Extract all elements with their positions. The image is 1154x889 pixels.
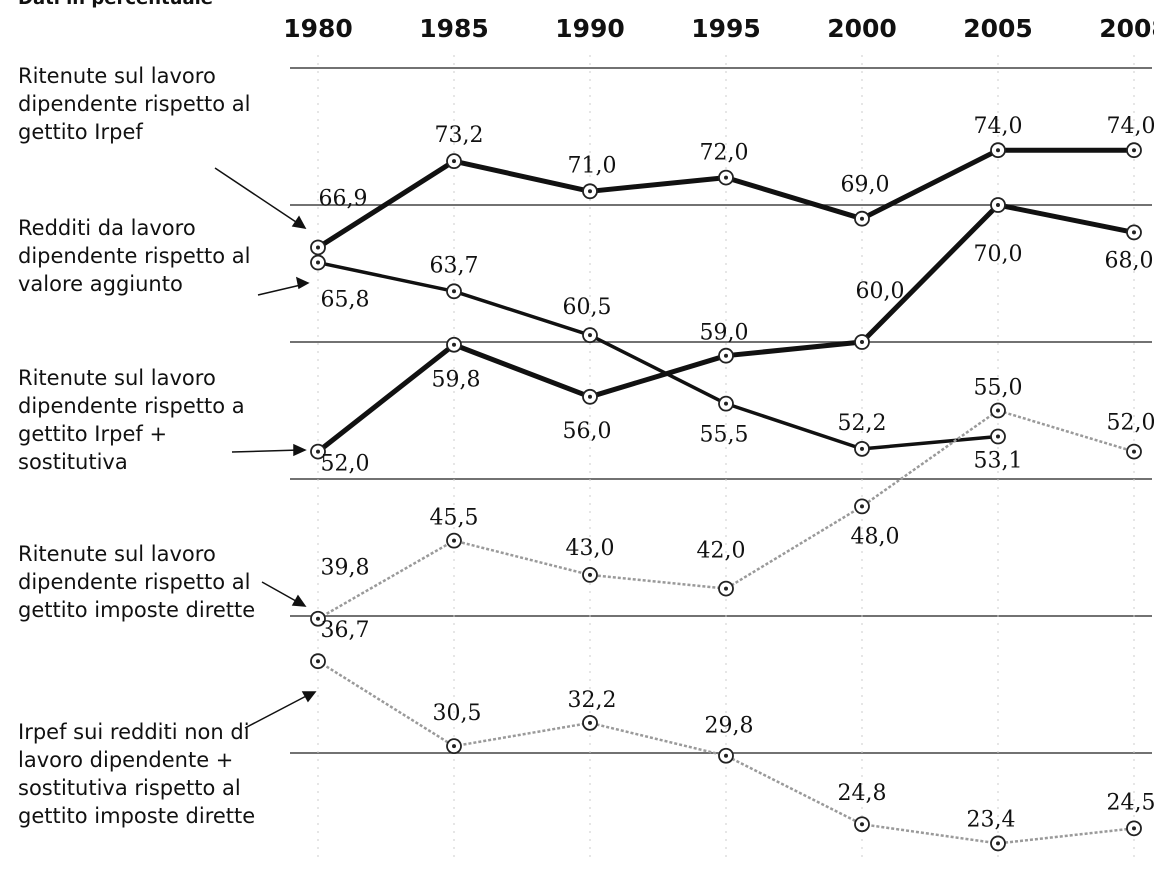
point-dot xyxy=(724,586,728,591)
point-dot xyxy=(860,504,864,509)
value-label: 45,5 xyxy=(430,506,479,531)
value-label: 48,0 xyxy=(851,524,900,549)
point-dot xyxy=(588,333,592,338)
point-dot xyxy=(724,753,728,758)
value-label: 74,0 xyxy=(974,114,1023,139)
value-label: 52,2 xyxy=(838,411,887,436)
point-dot xyxy=(860,340,864,344)
series-label: Irpef sui redditi non di lavoro dipenden… xyxy=(18,720,256,828)
point-dot xyxy=(724,401,728,406)
point-dot xyxy=(996,408,1000,413)
series-label: Ritenute sul lavoro dipendente rispetto … xyxy=(18,366,245,474)
point-dot xyxy=(996,148,1000,153)
value-label: 55,5 xyxy=(700,423,749,448)
point-dot xyxy=(316,245,320,250)
x-tick-label: 2005 xyxy=(963,14,1033,43)
point-dot xyxy=(996,434,1000,439)
value-label: 36,7 xyxy=(321,618,370,643)
value-label: 24,5 xyxy=(1107,790,1154,815)
value-label: 53,1 xyxy=(974,449,1023,474)
series-label: Ritenute sul lavoro dipendente rispetto … xyxy=(18,64,251,144)
series-label: Redditi da lavoro dipendente rispetto al… xyxy=(18,216,251,296)
value-label: 30,5 xyxy=(433,701,482,726)
value-label: 29,8 xyxy=(705,714,754,739)
point-dot xyxy=(452,289,456,294)
value-label: 52,0 xyxy=(1107,411,1154,436)
value-label: 56,0 xyxy=(563,419,612,444)
value-label: 32,2 xyxy=(568,688,617,713)
value-label: 23,4 xyxy=(967,807,1016,832)
value-label: 39,8 xyxy=(321,556,370,581)
value-label: 60,5 xyxy=(563,295,612,320)
value-label: 69,0 xyxy=(841,173,890,198)
series xyxy=(317,260,999,451)
x-tick-label: 1980 xyxy=(283,14,353,43)
value-label: 42,0 xyxy=(697,539,746,564)
value-label: 73,2 xyxy=(435,123,484,148)
value-label: 63,7 xyxy=(430,253,479,278)
x-tick-label: 1995 xyxy=(691,14,761,43)
value-label: 59,8 xyxy=(432,368,481,393)
point-dot xyxy=(588,720,592,725)
point-dot xyxy=(316,449,320,454)
point-dot xyxy=(860,822,864,827)
point-dot xyxy=(860,216,864,221)
value-label: 59,0 xyxy=(700,321,749,346)
point-dot xyxy=(996,203,1000,207)
value-label: 43,0 xyxy=(566,536,615,561)
point-dot xyxy=(316,260,320,265)
point-dot xyxy=(588,394,592,399)
value-label: 60,0 xyxy=(856,279,905,304)
point-dot xyxy=(452,744,456,749)
point-dot xyxy=(588,189,592,194)
value-label: 65,8 xyxy=(321,288,370,313)
point-dot xyxy=(1132,826,1136,831)
point-dot xyxy=(1132,449,1136,454)
point-dot xyxy=(724,353,728,358)
value-label: 74,0 xyxy=(1107,114,1154,139)
series-label: Ritenute sul lavoro dipendente rispetto … xyxy=(18,542,256,622)
value-label: 72,0 xyxy=(700,141,749,166)
x-tick-label: 1990 xyxy=(555,14,625,43)
x-tick-label: 2008 xyxy=(1099,14,1154,43)
point-dot xyxy=(316,659,320,664)
subtitle: Dati in percentuale xyxy=(18,0,213,9)
point-dot xyxy=(1132,148,1136,153)
arrows xyxy=(214,167,317,729)
point-dot xyxy=(1132,230,1136,235)
point-dot xyxy=(860,446,864,451)
point-dot xyxy=(996,841,1000,846)
line xyxy=(317,260,999,451)
point-dot xyxy=(588,572,592,577)
value-label: 52,0 xyxy=(321,452,370,477)
point-dot xyxy=(724,175,728,180)
point-dot xyxy=(316,616,320,621)
value-label: 24,8 xyxy=(838,781,887,806)
point-dot xyxy=(452,538,456,543)
x-tick-label: 2000 xyxy=(827,14,897,43)
value-label: 71,0 xyxy=(568,153,617,178)
value-label: 55,0 xyxy=(974,376,1023,401)
point-dot xyxy=(452,159,456,164)
x-tick-label: 1985 xyxy=(419,14,489,43)
value-label: 68,0 xyxy=(1105,248,1154,273)
value-label: 66,9 xyxy=(319,186,368,211)
point-dot xyxy=(452,342,456,347)
value-label: 70,0 xyxy=(974,242,1023,267)
